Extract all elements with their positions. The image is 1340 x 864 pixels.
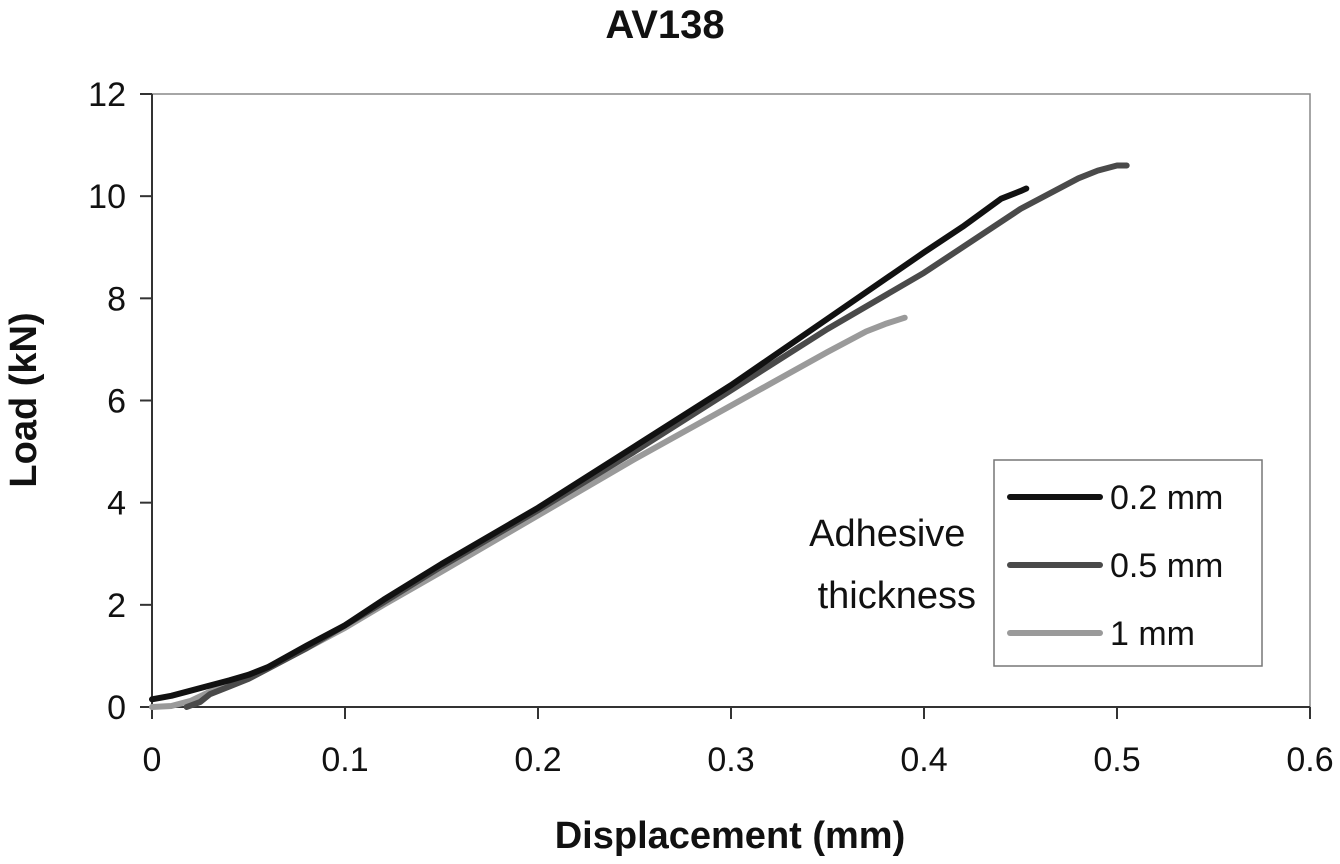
chart-title: AV138 [605, 3, 724, 47]
y-tick-label: 2 [107, 587, 126, 625]
y-tick-label: 12 [88, 76, 126, 114]
series-layer [149, 162, 1130, 710]
x-tick-label: 0.6 [1286, 741, 1333, 779]
legend-title-line-1: Adhesive [809, 513, 965, 555]
x-tick-label: 0.1 [321, 741, 368, 779]
y-tick-label: 6 [107, 383, 126, 421]
y-axis: 0 2 4 6 8 10 12 [88, 76, 153, 727]
legend-label: 0.2 mm [1110, 479, 1223, 517]
y-tick-label: 10 [88, 178, 126, 216]
x-tick-label: 0.4 [900, 741, 947, 779]
x-tick-label: 0.5 [1093, 741, 1140, 779]
legend-title: Adhesive thickness [809, 513, 976, 617]
y-axis-title: Load (kN) [3, 312, 45, 487]
legend: 0.2 mm 0.5 mm 1 mm [993, 459, 1263, 667]
y-tick-label: 4 [107, 485, 126, 523]
y-tick-label: 0 [107, 689, 126, 727]
legend-title-line-2: thickness [818, 575, 976, 617]
legend-label: 1 mm [1110, 615, 1195, 653]
legend-label: 0.5 mm [1110, 547, 1223, 585]
x-axis-title: Displacement (mm) [555, 815, 906, 857]
x-axis: 0 0.1 0.2 0.3 0.4 0.5 0.6 [143, 706, 1334, 779]
x-tick-label: 0 [143, 741, 162, 779]
x-tick-label: 0.3 [707, 741, 754, 779]
x-tick-label: 0.2 [514, 741, 561, 779]
series-line-0-2-mm [149, 185, 1030, 703]
y-tick-label: 8 [107, 280, 126, 318]
